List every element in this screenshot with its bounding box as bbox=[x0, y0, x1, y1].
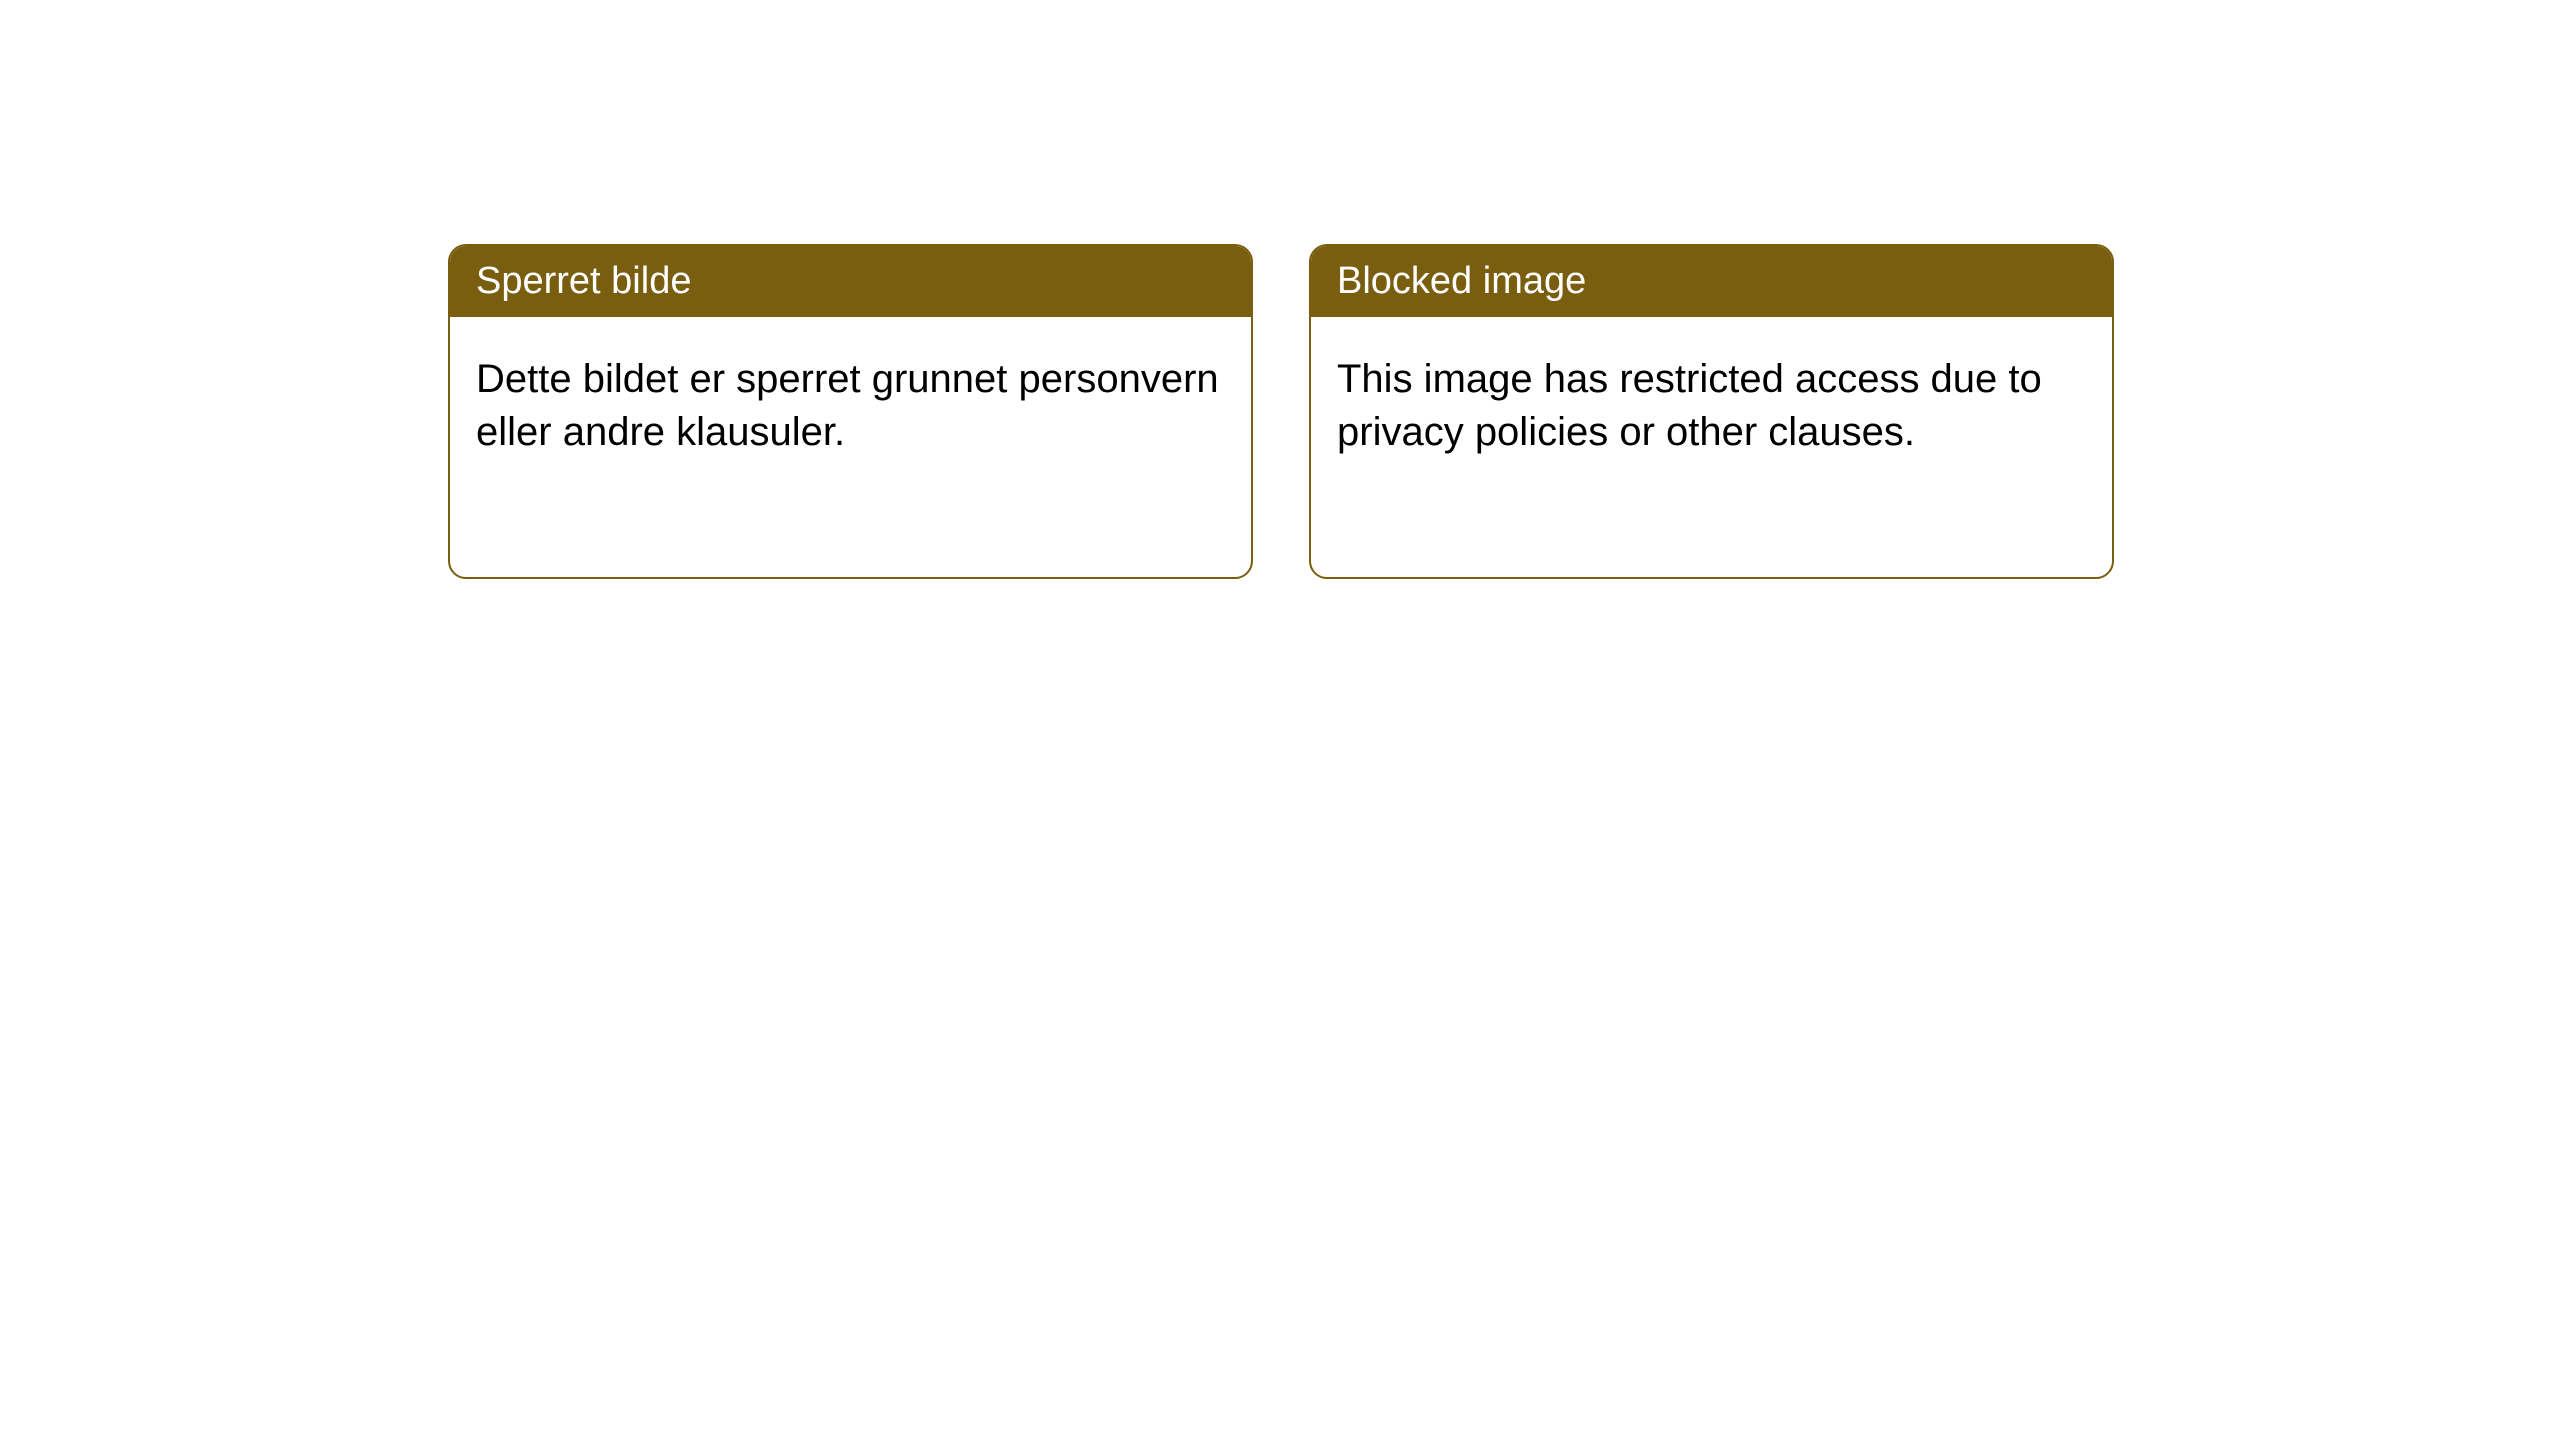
notice-card-en: Blocked image This image has restricted … bbox=[1309, 244, 2114, 579]
notice-title-no: Sperret bilde bbox=[450, 246, 1251, 317]
notice-title-en: Blocked image bbox=[1311, 246, 2112, 317]
notice-container: Sperret bilde Dette bildet er sperret gr… bbox=[0, 0, 2560, 579]
notice-body-no: Dette bildet er sperret grunnet personve… bbox=[450, 317, 1251, 495]
notice-card-no: Sperret bilde Dette bildet er sperret gr… bbox=[448, 244, 1253, 579]
notice-body-en: This image has restricted access due to … bbox=[1311, 317, 2112, 495]
